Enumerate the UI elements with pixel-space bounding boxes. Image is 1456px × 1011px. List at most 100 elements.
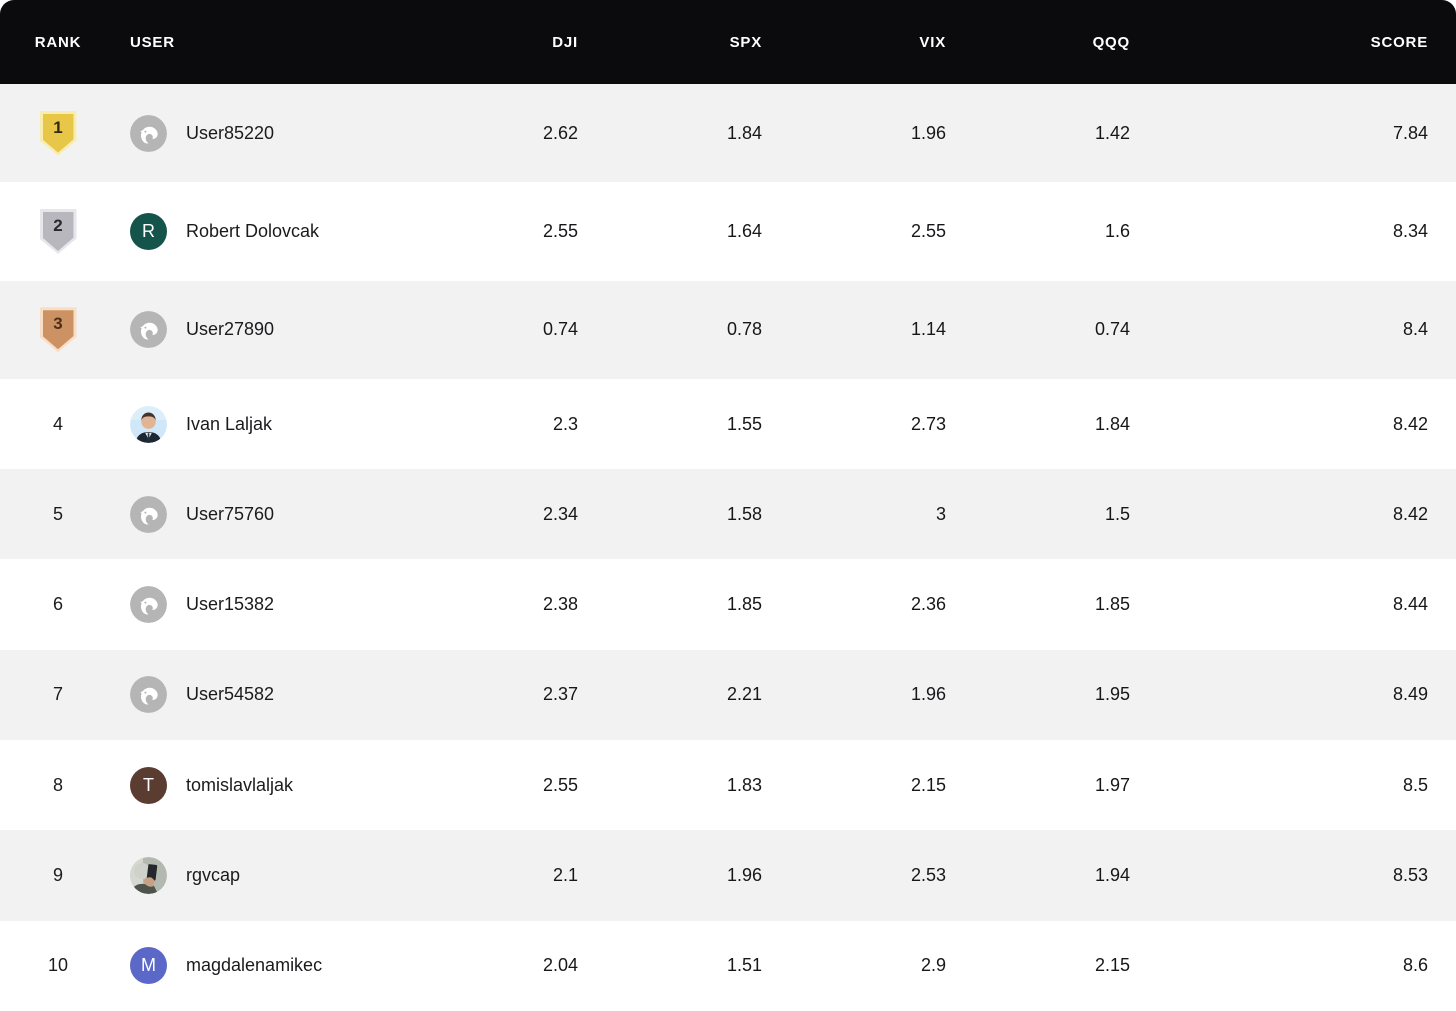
default-avatar-icon — [130, 114, 167, 152]
rank-number: 6 — [52, 594, 63, 615]
rank-cell: 9 — [0, 865, 116, 886]
table-row[interactable]: 1 User85220 2.62 1.84 1.96 1.42 7.84 — [0, 84, 1456, 183]
rank-number: 3 — [53, 314, 63, 334]
qqq-value: 1.85 — [1094, 594, 1130, 615]
score-value: 8.44 — [1392, 594, 1428, 615]
score-value: 8.42 — [1392, 413, 1428, 434]
vix-value: 1.14 — [910, 319, 946, 340]
vix-value: 3 — [935, 503, 946, 524]
spx-value: 2.21 — [726, 684, 762, 705]
user-name: User27890 — [186, 319, 275, 340]
dji-value: 2.38 — [542, 594, 578, 615]
vix-value: 2.73 — [910, 413, 946, 434]
default-avatar-icon — [130, 676, 167, 714]
default-avatar-icon — [130, 586, 167, 624]
table-row[interactable]: 9 rgvcap — [0, 830, 1456, 921]
qqq-value: 1.42 — [1094, 122, 1130, 143]
score-value: 8.42 — [1392, 503, 1428, 524]
rank-number: 8 — [52, 774, 63, 795]
user-cell: M magdalenamikec — [116, 947, 422, 985]
score-value: 8.5 — [1402, 774, 1428, 795]
spx-value: 1.55 — [726, 413, 762, 434]
score-value: 8.6 — [1402, 955, 1428, 976]
vix-value: 1.96 — [910, 684, 946, 705]
table-row[interactable]: 8 T tomislavlaljak 2.55 1.83 2.15 1.97 8… — [0, 740, 1456, 831]
user-name: User54582 — [186, 684, 275, 705]
score-value: 8.53 — [1392, 865, 1428, 886]
user-cell: rgvcap — [116, 857, 422, 895]
initial-avatar: T — [130, 766, 167, 804]
column-header-dji: DJI — [552, 33, 578, 51]
qqq-value: 1.5 — [1104, 503, 1130, 524]
table-row[interactable]: 6 User15382 2.38 1.85 2.36 1.85 8.44 — [0, 559, 1456, 650]
score-value: 8.49 — [1392, 684, 1428, 705]
dji-value: 2.62 — [542, 122, 578, 143]
vix-value: 2.53 — [910, 865, 946, 886]
user-cell: User15382 — [116, 586, 422, 624]
rank-number: 1 — [53, 117, 63, 137]
user-name: Ivan Laljak — [186, 413, 273, 434]
user-cell: R Robert Dolovcak — [116, 212, 422, 250]
spx-value: 1.51 — [726, 955, 762, 976]
qqq-value: 2.15 — [1094, 955, 1130, 976]
vix-value: 2.36 — [910, 594, 946, 615]
column-header-score: SCORE — [1370, 33, 1428, 51]
dji-value: 2.3 — [552, 413, 578, 434]
user-name: User75760 — [186, 503, 275, 524]
dji-value: 2.1 — [552, 865, 578, 886]
rank-medal-badge: 2 — [39, 208, 77, 254]
table-row[interactable]: 2 R Robert Dolovcak 2.55 1.64 2.55 1.6 8… — [0, 182, 1456, 281]
dji-value: 2.55 — [542, 774, 578, 795]
profile-photo-avatar — [130, 857, 167, 895]
table-row[interactable]: 4 — [0, 378, 1456, 470]
dji-value: 2.04 — [542, 955, 578, 976]
table-row[interactable]: 5 User75760 2.34 1.58 3 1.5 8.42 — [0, 469, 1456, 560]
table-row[interactable]: 10 M magdalenamikec 2.04 1.51 2.9 2.15 8… — [0, 920, 1456, 1011]
user-name: rgvcap — [186, 865, 241, 886]
rank-number: 5 — [52, 503, 63, 524]
user-name: tomislavlaljak — [186, 774, 294, 795]
rank-number: 10 — [47, 955, 69, 976]
score-value: 8.34 — [1392, 220, 1428, 241]
table-row[interactable]: 7 User54582 2.37 2.21 1.96 1.95 8.49 — [0, 649, 1456, 741]
rank-cell: 2 — [0, 208, 116, 254]
vix-value: 2.9 — [920, 955, 946, 976]
rank-cell: 1 — [0, 110, 116, 156]
default-avatar-icon — [130, 495, 167, 533]
rank-cell: 5 — [0, 504, 116, 525]
rank-number: 9 — [52, 865, 63, 886]
column-header-spx: SPX — [729, 33, 762, 51]
vix-value: 1.96 — [910, 122, 946, 143]
vix-value: 2.55 — [910, 220, 946, 241]
default-avatar-icon — [130, 311, 167, 349]
dji-value: 2.34 — [542, 503, 578, 524]
table-row[interactable]: 3 User27890 0.74 0.78 1.14 0.74 8.4 — [0, 280, 1456, 379]
column-header-rank: RANK — [34, 33, 82, 51]
rank-cell: 4 — [0, 414, 116, 435]
spx-value: 1.85 — [726, 594, 762, 615]
dji-value: 2.37 — [542, 684, 578, 705]
user-name: magdalenamikec — [186, 955, 323, 976]
spx-value: 0.78 — [726, 319, 762, 340]
leaderboard-body: 1 User85220 2.62 1.84 1.96 1.42 7.84 — [0, 84, 1456, 1011]
qqq-value: 1.6 — [1104, 220, 1130, 241]
column-header-qqq: QQQ — [1092, 33, 1130, 51]
qqq-value: 1.84 — [1094, 413, 1130, 434]
qqq-value: 0.74 — [1094, 319, 1130, 340]
qqq-value: 1.95 — [1094, 684, 1130, 705]
column-header-vix: VIX — [919, 33, 946, 51]
user-name: User85220 — [186, 122, 275, 143]
rank-medal-badge: 1 — [39, 110, 77, 156]
rank-cell: 10 — [0, 955, 116, 976]
rank-number: 2 — [53, 215, 63, 235]
rank-cell: 3 — [0, 307, 116, 353]
user-cell: T tomislavlaljak — [116, 766, 422, 804]
column-header-user: USER — [130, 33, 175, 51]
qqq-value: 1.94 — [1094, 865, 1130, 886]
spx-value: 1.58 — [726, 503, 762, 524]
score-value: 7.84 — [1392, 122, 1428, 143]
user-name: Robert Dolovcak — [186, 220, 320, 241]
spx-value: 1.64 — [726, 220, 762, 241]
initial-avatar: R — [130, 212, 167, 250]
